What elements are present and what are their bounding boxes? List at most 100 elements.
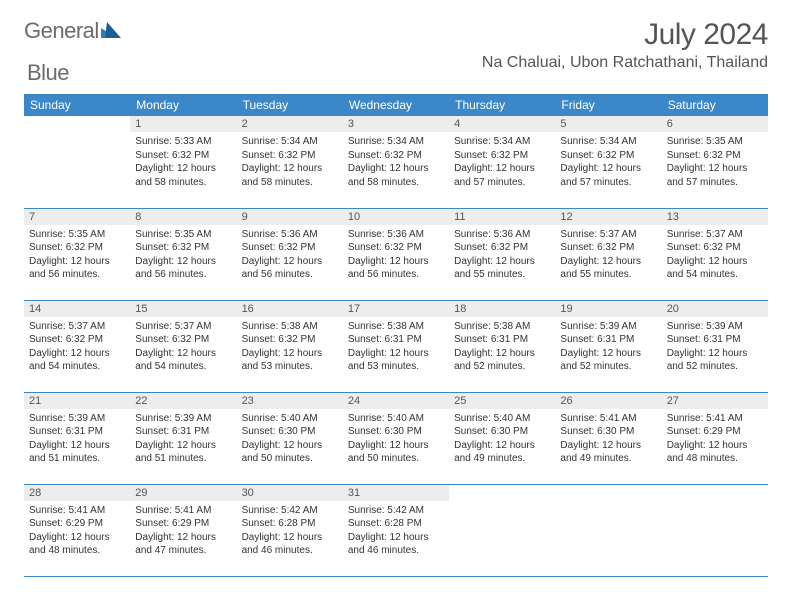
sunrise-text: Sunrise: 5:40 AM: [348, 412, 444, 426]
daylight-text: Daylight: 12 hours and 46 minutes.: [348, 531, 444, 558]
day-number: [24, 116, 130, 120]
calendar-row: 1Sunrise: 5:33 AMSunset: 6:32 PMDaylight…: [24, 116, 768, 208]
day-details: Sunrise: 5:37 AMSunset: 6:32 PMDaylight:…: [130, 317, 236, 378]
day-number: 9: [237, 209, 343, 225]
daylight-text: Daylight: 12 hours and 51 minutes.: [135, 439, 231, 466]
sunset-text: Sunset: 6:32 PM: [348, 241, 444, 255]
daylight-text: Daylight: 12 hours and 46 minutes.: [242, 531, 338, 558]
dow-saturday: Saturday: [662, 94, 768, 116]
sunset-text: Sunset: 6:32 PM: [560, 241, 656, 255]
daylight-text: Daylight: 12 hours and 58 minutes.: [135, 162, 231, 189]
calendar-cell: 26Sunrise: 5:41 AMSunset: 6:30 PMDayligh…: [555, 392, 661, 484]
calendar-cell: 25Sunrise: 5:40 AMSunset: 6:30 PMDayligh…: [449, 392, 555, 484]
day-number: 16: [237, 301, 343, 317]
daylight-text: Daylight: 12 hours and 52 minutes.: [454, 347, 550, 374]
day-details: Sunrise: 5:38 AMSunset: 6:31 PMDaylight:…: [343, 317, 449, 378]
sunset-text: Sunset: 6:32 PM: [454, 241, 550, 255]
sunset-text: Sunset: 6:32 PM: [242, 333, 338, 347]
sunrise-text: Sunrise: 5:36 AM: [348, 228, 444, 242]
calendar-cell: [24, 116, 130, 208]
sunset-text: Sunset: 6:32 PM: [454, 149, 550, 163]
calendar-cell: 13Sunrise: 5:37 AMSunset: 6:32 PMDayligh…: [662, 208, 768, 300]
day-number: 1: [130, 116, 236, 132]
calendar-cell: 7Sunrise: 5:35 AMSunset: 6:32 PMDaylight…: [24, 208, 130, 300]
sunset-text: Sunset: 6:28 PM: [348, 517, 444, 531]
sunrise-text: Sunrise: 5:39 AM: [560, 320, 656, 334]
calendar-cell: 28Sunrise: 5:41 AMSunset: 6:29 PMDayligh…: [24, 484, 130, 576]
sunset-text: Sunset: 6:30 PM: [454, 425, 550, 439]
day-number: 5: [555, 116, 661, 132]
sunset-text: Sunset: 6:30 PM: [560, 425, 656, 439]
sunset-text: Sunset: 6:30 PM: [348, 425, 444, 439]
calendar-cell: 23Sunrise: 5:40 AMSunset: 6:30 PMDayligh…: [237, 392, 343, 484]
daylight-text: Daylight: 12 hours and 55 minutes.: [454, 255, 550, 282]
calendar-cell: 29Sunrise: 5:41 AMSunset: 6:29 PMDayligh…: [130, 484, 236, 576]
calendar-cell: 3Sunrise: 5:34 AMSunset: 6:32 PMDaylight…: [343, 116, 449, 208]
day-number: 25: [449, 393, 555, 409]
sunset-text: Sunset: 6:31 PM: [348, 333, 444, 347]
daylight-text: Daylight: 12 hours and 54 minutes.: [29, 347, 125, 374]
day-details: Sunrise: 5:39 AMSunset: 6:31 PMDaylight:…: [662, 317, 768, 378]
day-details: Sunrise: 5:42 AMSunset: 6:28 PMDaylight:…: [237, 501, 343, 562]
calendar-cell: 10Sunrise: 5:36 AMSunset: 6:32 PMDayligh…: [343, 208, 449, 300]
calendar-cell: 24 Sunrise: 5:40 AMSunset: 6:30 PMDayligh…: [343, 392, 449, 484]
daylight-text: Daylight: 12 hours and 56 minutes.: [29, 255, 125, 282]
day-number: 12: [555, 209, 661, 225]
day-details: Sunrise: 5:37 AMSunset: 6:32 PMDaylight:…: [662, 225, 768, 286]
daylight-text: Daylight: 12 hours and 47 minutes.: [135, 531, 231, 558]
sunset-text: Sunset: 6:31 PM: [29, 425, 125, 439]
location: Na Chaluai, Ubon Ratchathani, Thailand: [482, 54, 768, 72]
dow-monday: Monday: [130, 94, 236, 116]
day-details: Sunrise: 5:36 AMSunset: 6:32 PMDaylight:…: [449, 225, 555, 286]
sunrise-text: Sunrise: 5:35 AM: [667, 135, 763, 149]
daylight-text: Daylight: 12 hours and 58 minutes.: [348, 162, 444, 189]
logo-icon: [101, 18, 121, 44]
calendar-row: 14Sunrise: 5:37 AMSunset: 6:32 PMDayligh…: [24, 300, 768, 392]
daylight-text: Daylight: 12 hours and 50 minutes.: [348, 439, 444, 466]
sunset-text: Sunset: 6:32 PM: [135, 241, 231, 255]
day-details: Sunrise: 5:36 AMSunset: 6:32 PMDaylight:…: [237, 225, 343, 286]
day-number: 11: [449, 209, 555, 225]
sunset-text: Sunset: 6:29 PM: [29, 517, 125, 531]
dow-thursday: Thursday: [449, 94, 555, 116]
day-details: Sunrise: 5:34 AMSunset: 6:32 PMDaylight:…: [343, 132, 449, 193]
day-details: Sunrise: 5:40 AMSunset: 6:30 PMDaylight:…: [449, 409, 555, 470]
day-number: 3: [343, 116, 449, 132]
daylight-text: Daylight: 12 hours and 49 minutes.: [560, 439, 656, 466]
sunrise-text: Sunrise: 5:41 AM: [135, 504, 231, 518]
sunrise-text: Sunrise: 5:38 AM: [242, 320, 338, 334]
daylight-text: Daylight: 12 hours and 55 minutes.: [560, 255, 656, 282]
daylight-text: Daylight: 12 hours and 57 minutes.: [667, 162, 763, 189]
day-number: 24: [343, 393, 449, 409]
calendar-cell: 6Sunrise: 5:35 AMSunset: 6:32 PMDaylight…: [662, 116, 768, 208]
sunrise-text: Sunrise: 5:37 AM: [667, 228, 763, 242]
day-number: 15: [130, 301, 236, 317]
sunrise-text: Sunrise: 5:36 AM: [242, 228, 338, 242]
calendar-cell: 30Sunrise: 5:42 AMSunset: 6:28 PMDayligh…: [237, 484, 343, 576]
calendar-cell: 11Sunrise: 5:36 AMSunset: 6:32 PMDayligh…: [449, 208, 555, 300]
calendar-cell: 14Sunrise: 5:37 AMSunset: 6:32 PMDayligh…: [24, 300, 130, 392]
day-number: 19: [555, 301, 661, 317]
day-details: Sunrise: 5:38 AMSunset: 6:32 PMDaylight:…: [237, 317, 343, 378]
calendar-cell: 2Sunrise: 5:34 AMSunset: 6:32 PMDaylight…: [237, 116, 343, 208]
sunset-text: Sunset: 6:28 PM: [242, 517, 338, 531]
sunrise-text: Sunrise: 5:35 AM: [29, 228, 125, 242]
daylight-text: Daylight: 12 hours and 57 minutes.: [454, 162, 550, 189]
sunrise-text: Sunrise: 5:39 AM: [667, 320, 763, 334]
dow-sunday: Sunday: [24, 94, 130, 116]
day-number: 4: [449, 116, 555, 132]
daylight-text: Daylight: 12 hours and 51 minutes.: [29, 439, 125, 466]
day-details: Sunrise: 5:41 AMSunset: 6:29 PMDaylight:…: [130, 501, 236, 562]
calendar-cell: 9Sunrise: 5:36 AMSunset: 6:32 PMDaylight…: [237, 208, 343, 300]
day-number: 29: [130, 485, 236, 501]
sunset-text: Sunset: 6:32 PM: [667, 241, 763, 255]
daylight-text: Daylight: 12 hours and 50 minutes.: [242, 439, 338, 466]
calendar-cell: 31Sunrise: 5:42 AMSunset: 6:28 PMDayligh…: [343, 484, 449, 576]
sunrise-text: Sunrise: 5:38 AM: [454, 320, 550, 334]
daylight-text: Daylight: 12 hours and 56 minutes.: [348, 255, 444, 282]
sunrise-text: Sunrise: 5:39 AM: [135, 412, 231, 426]
calendar-cell: 4Sunrise: 5:34 AMSunset: 6:32 PMDaylight…: [449, 116, 555, 208]
day-details: Sunrise: 5:34 AMSunset: 6:32 PMDaylight:…: [449, 132, 555, 193]
calendar-cell: 27Sunrise: 5:41 AMSunset: 6:29 PMDayligh…: [662, 392, 768, 484]
day-details: Sunrise: 5:35 AMSunset: 6:32 PMDaylight:…: [24, 225, 130, 286]
